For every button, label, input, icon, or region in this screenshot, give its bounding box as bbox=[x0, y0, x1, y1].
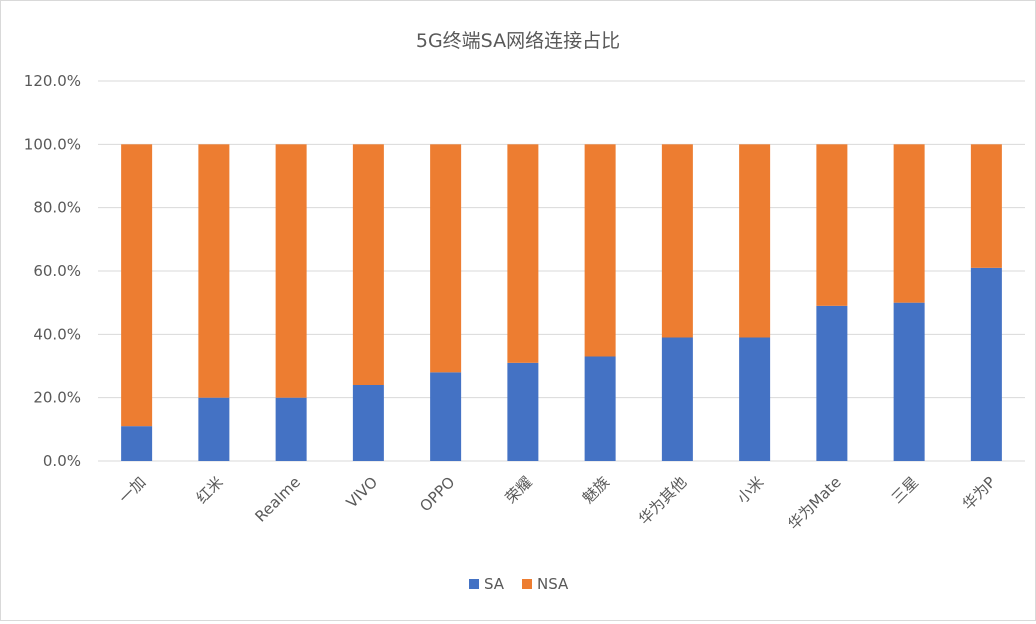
x-tick-label: 小米 bbox=[734, 473, 768, 507]
x-tick-label: OPPO bbox=[416, 473, 458, 515]
y-tick-label: 120.0% bbox=[24, 72, 81, 90]
bar-nsa-8 bbox=[739, 144, 771, 338]
bar-sa-10 bbox=[893, 302, 925, 461]
bar-sa-4 bbox=[430, 372, 462, 461]
bar-nsa-7 bbox=[661, 144, 693, 338]
y-tick-label: 100.0% bbox=[24, 135, 81, 153]
legend-swatch-sa bbox=[469, 579, 479, 589]
bar-sa-9 bbox=[816, 305, 848, 461]
legend-label-nsa: NSA bbox=[537, 575, 569, 593]
bars bbox=[121, 144, 1002, 461]
legend-label-sa: SA bbox=[484, 575, 505, 593]
gridlines bbox=[98, 80, 1025, 462]
x-tick-label: VIVO bbox=[343, 473, 382, 512]
x-tick-label: 荣耀 bbox=[502, 473, 536, 507]
bar-nsa-1 bbox=[198, 144, 230, 398]
x-tick-label: 三星 bbox=[888, 473, 922, 507]
bar-nsa-11 bbox=[970, 144, 1002, 268]
x-tick-label: 华为其他 bbox=[635, 473, 690, 528]
bar-nsa-4 bbox=[430, 144, 462, 373]
bar-sa-6 bbox=[584, 356, 616, 461]
y-tick-label: 60.0% bbox=[33, 262, 81, 280]
chart-title: 5G终端SA网络连接占比 bbox=[416, 30, 620, 52]
bar-nsa-9 bbox=[816, 144, 848, 306]
y-axis-ticks: 0.0% 20.0% 40.0% 60.0% 80.0% 100.0% 120.0% bbox=[24, 72, 81, 470]
bar-sa-0 bbox=[121, 426, 153, 461]
legend: SA NSA bbox=[469, 575, 569, 593]
x-axis-ticks: 一加 红米 Realme VIVO OPPO 荣耀 魅族 华为其他 小米 华为Mate 三星 华为P bbox=[116, 473, 1000, 533]
bar-sa-3 bbox=[352, 385, 384, 461]
bar-nsa-2 bbox=[275, 144, 307, 398]
x-tick-label: 魅族 bbox=[579, 473, 613, 507]
bar-nsa-3 bbox=[352, 144, 384, 385]
bar-nsa-6 bbox=[584, 144, 616, 357]
y-tick-label: 0.0% bbox=[43, 452, 81, 470]
bar-sa-7 bbox=[661, 337, 693, 461]
y-tick-label: 40.0% bbox=[33, 325, 81, 343]
x-tick-label: Realme bbox=[251, 473, 303, 525]
y-tick-label: 20.0% bbox=[33, 389, 81, 407]
bar-nsa-10 bbox=[893, 144, 925, 303]
bar-sa-11 bbox=[970, 267, 1002, 461]
x-tick-label: 华为P bbox=[959, 473, 999, 513]
x-tick-label: 一加 bbox=[116, 473, 150, 507]
bar-sa-5 bbox=[507, 362, 539, 461]
bar-sa-1 bbox=[198, 397, 230, 461]
y-tick-label: 80.0% bbox=[33, 199, 81, 217]
x-tick-label: 华为Mate bbox=[784, 473, 844, 533]
bar-nsa-5 bbox=[507, 144, 539, 363]
bar-nsa-0 bbox=[121, 144, 153, 427]
legend-swatch-nsa bbox=[522, 579, 532, 589]
bar-sa-2 bbox=[275, 397, 307, 461]
bar-sa-8 bbox=[739, 337, 771, 461]
x-tick-label: 红米 bbox=[193, 473, 227, 507]
